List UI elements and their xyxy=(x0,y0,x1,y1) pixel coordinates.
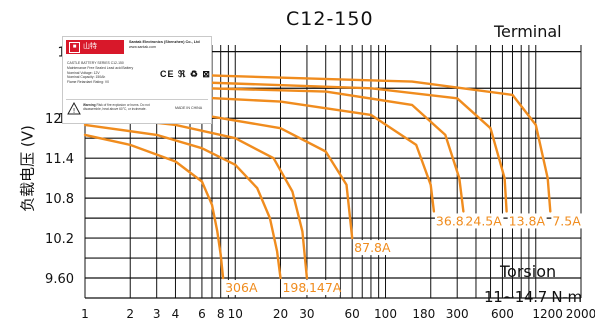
x-tick-label: 300 xyxy=(446,307,469,321)
y-tick-label: 10.8 xyxy=(45,192,74,207)
curve-label: 147A xyxy=(309,280,342,295)
x-tick-label: 8 xyxy=(217,307,225,321)
x-tick-label: 20 xyxy=(273,307,288,321)
x-tick-label: 2 xyxy=(126,307,134,321)
curve-label: 306A xyxy=(225,280,258,295)
x-tick-label: 30 xyxy=(299,307,314,321)
warning-text-block: Warning Risk of fire explosion or burns.… xyxy=(83,103,153,112)
curve-label: 7.5A xyxy=(552,213,581,228)
chart-title: C12-150 xyxy=(286,8,374,30)
curve-label-bg xyxy=(224,280,257,296)
x-tick-label: 6 xyxy=(198,307,206,321)
company-name: Santak Electronics (Shenzhen) Co., Ltd xyxy=(129,40,200,44)
discharge-curve xyxy=(83,133,225,280)
flame-line: Flame Retardant Rating: V0 xyxy=(67,80,110,85)
battery-spec-block: CASTLE BATTERY SERIES C12-150 Maintenanc… xyxy=(67,61,157,85)
company-block: Santak Electronics (Shenzhen) Co., Ltd w… xyxy=(129,40,209,50)
x-tick-label: 60 xyxy=(345,307,360,321)
x-tick-label: 600 xyxy=(491,307,514,321)
brand-name: 山特 xyxy=(83,43,97,50)
label-divider xyxy=(66,99,208,100)
discharge-curve xyxy=(83,113,309,280)
y-tick-label: 10.2 xyxy=(45,232,74,247)
curve-label: 87.8A xyxy=(354,240,391,255)
certification-icons: CE ℜ ♻ ⊠ xyxy=(160,69,211,79)
x-tick-label: 4 xyxy=(172,307,180,321)
type-line: Maintenance Free Sealed Lead acid Batter… xyxy=(67,65,134,70)
capacity-line: Nominal Capacity: 150Ah xyxy=(67,75,106,80)
series-line: CASTLE BATTERY SERIES C12-150 xyxy=(67,61,124,65)
y-tick-label: 11.4 xyxy=(45,152,74,167)
curve-label: 198A xyxy=(282,280,315,295)
x-tick-label: 100 xyxy=(374,307,397,321)
discharge-curve xyxy=(83,90,436,213)
terminal-label: Terminal xyxy=(494,22,562,41)
curve-label-bg xyxy=(307,280,340,296)
discharge-curve xyxy=(83,123,282,280)
x-tick-label: 1200 xyxy=(532,307,563,321)
x-tick-labels: 1 2 3 4 6 8 10 20 30 60 100 180 300 600 1200 2000 xyxy=(81,307,595,321)
y-tick-label: 9.60 xyxy=(45,272,74,287)
torsion-label: Torsion xyxy=(500,262,557,281)
x-tick-label: 180 xyxy=(412,307,435,321)
curve-label-bg xyxy=(434,213,474,229)
curve-label-bg xyxy=(281,280,314,296)
x-tick-label: 3 xyxy=(153,307,161,321)
warning-label: Warning xyxy=(83,103,96,107)
santak-logo: ■ 山特 xyxy=(66,40,124,54)
made-in-label: MADE IN CHINA xyxy=(175,106,203,110)
company-website: www.santak.com xyxy=(129,45,156,49)
y-axis-label: 负载电压 (V) xyxy=(18,125,37,212)
curve-label: 13.8A xyxy=(509,213,546,228)
curve-label-bg xyxy=(551,213,584,229)
x-tick-label: 2000 xyxy=(566,307,595,321)
voltage-line: Nominal Voltage: 12V xyxy=(67,70,100,75)
svg-text:!: ! xyxy=(73,107,76,115)
discharge-curve xyxy=(83,70,552,213)
battery-label-image: ■ 山特 Santak Electronics (Shenzhen) Co., L… xyxy=(62,36,212,124)
x-tick-label: 10 xyxy=(228,307,243,321)
curve-label-bg xyxy=(507,213,547,229)
curve-label: 36.8A xyxy=(436,213,473,228)
curve-label: 24.5A xyxy=(465,213,502,228)
warning-icon: ! xyxy=(67,102,81,115)
curve-label-bg xyxy=(464,213,504,229)
discharge-curve xyxy=(83,83,465,213)
discharge-curve xyxy=(83,77,508,213)
warning-text: Risk of fire explosion or burns. Do not … xyxy=(83,103,150,112)
curve-label-bg xyxy=(353,240,393,256)
x-tick-label: 1 xyxy=(81,307,89,321)
torque-value: 11~14.7 N-m xyxy=(484,288,582,306)
